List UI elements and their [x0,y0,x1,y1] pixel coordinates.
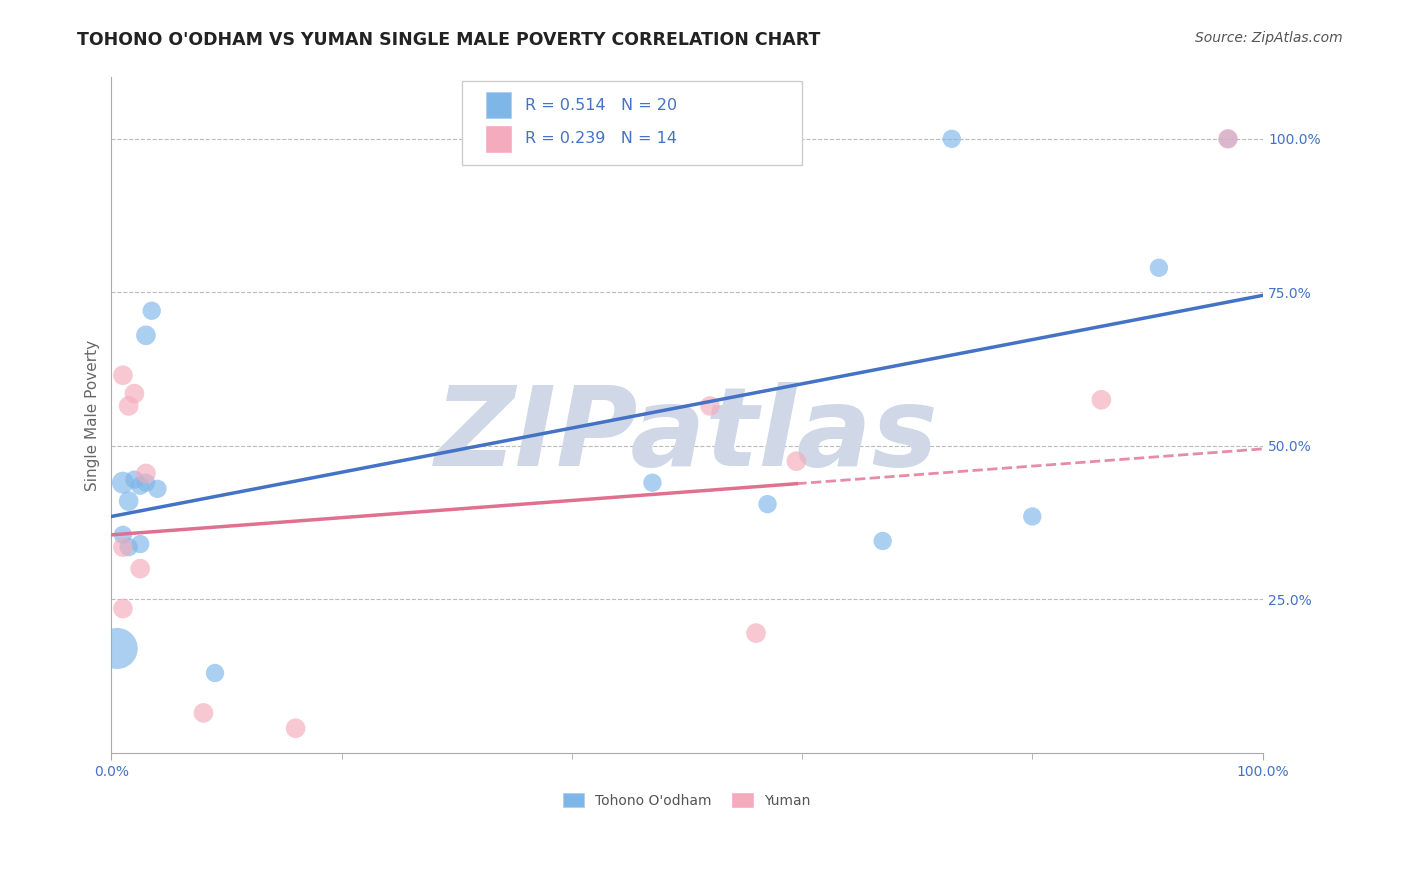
Text: Source: ZipAtlas.com: Source: ZipAtlas.com [1195,31,1343,45]
Point [111,601,134,615]
Point [146,482,169,496]
Text: R = 0.239   N = 14: R = 0.239 N = 14 [524,131,676,146]
Point [118,399,141,413]
Point [118,540,141,554]
FancyBboxPatch shape [463,81,801,165]
Point [1216,132,1239,146]
Point [756,497,779,511]
Point [135,328,157,343]
Point [872,533,894,548]
Point [111,528,134,542]
Point [699,399,721,413]
Point [1021,509,1043,524]
Y-axis label: Single Male Poverty: Single Male Poverty [86,340,100,491]
Point [284,721,307,735]
Point [105,641,128,656]
Point [129,537,152,551]
Point [204,665,226,680]
Point [111,368,134,383]
Legend: Tohono O'odham, Yuman: Tohono O'odham, Yuman [558,788,817,814]
Point [129,561,152,575]
Point [1090,392,1112,407]
Point [745,626,768,640]
Point [141,303,163,318]
Point [118,494,141,508]
Bar [485,92,510,118]
Point [193,706,215,720]
Point [129,479,152,493]
Point [135,467,157,481]
Point [111,475,134,490]
Bar [485,126,510,152]
Point [785,454,807,468]
Point [641,475,664,490]
Point [1147,260,1170,275]
Point [124,473,146,487]
Text: R = 0.514   N = 20: R = 0.514 N = 20 [524,97,676,112]
Point [111,540,134,554]
Point [124,386,146,401]
Text: ZIPatlas: ZIPatlas [434,382,939,489]
Point [941,132,963,146]
Point [1216,132,1239,146]
Text: TOHONO O'ODHAM VS YUMAN SINGLE MALE POVERTY CORRELATION CHART: TOHONO O'ODHAM VS YUMAN SINGLE MALE POVE… [77,31,821,49]
Point [135,475,157,490]
